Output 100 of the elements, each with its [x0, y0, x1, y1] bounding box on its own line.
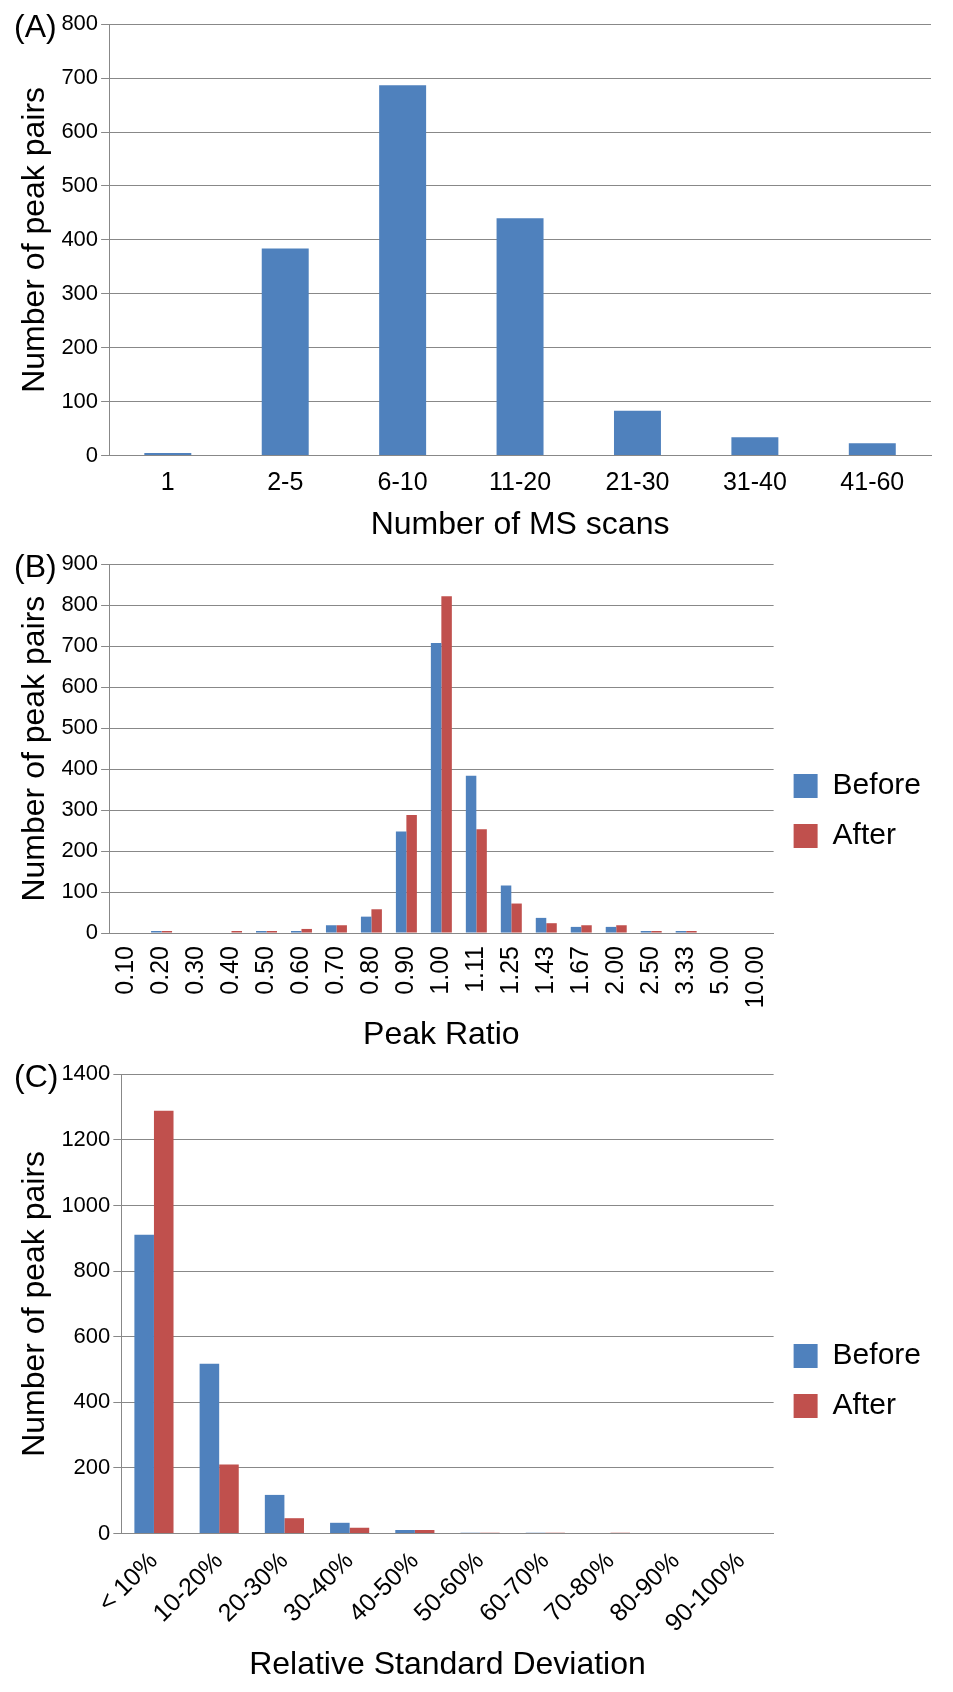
y-tick-label: 800	[61, 10, 99, 36]
bar	[414, 1530, 435, 1534]
y-tick-label: 0	[85, 441, 99, 467]
bar	[144, 452, 192, 456]
x-tick-label: 0.70	[320, 946, 349, 995]
x-tick-label: 1.43	[530, 946, 559, 995]
y-tick-label: 800	[61, 591, 99, 617]
bar	[301, 928, 312, 933]
bar	[496, 218, 544, 456]
bar	[430, 642, 442, 933]
x-tick-label: 5.00	[705, 946, 734, 995]
x-tick-label: 31-40	[722, 467, 787, 496]
bar	[199, 1363, 220, 1534]
y-tick-label: 600	[61, 673, 99, 699]
y-tick-label: 300	[61, 279, 99, 305]
y-tick-label: 400	[61, 225, 99, 251]
bar	[848, 443, 896, 456]
x-tick-label: 2.50	[635, 946, 664, 995]
y-tick-label: 0	[98, 1519, 111, 1545]
x-tick-label: 11-20	[489, 467, 552, 496]
x-tick-label: 10.00	[740, 946, 769, 1009]
bar	[219, 1464, 239, 1534]
bar	[511, 903, 522, 933]
x-tick-label: 2.00	[600, 946, 629, 995]
y-tick-label: 200	[61, 333, 99, 359]
x-tick-label: 0.80	[355, 946, 384, 995]
y-tick-label: 1400	[61, 1060, 111, 1086]
bar	[284, 1518, 304, 1534]
bar	[371, 909, 382, 933]
x-tick-label: 2-5	[267, 467, 304, 496]
x-tick-label: 6-10	[377, 467, 428, 496]
bar	[605, 926, 617, 933]
x-tick-label: 41-60	[840, 467, 905, 496]
x-axis-title: Relative Standard Deviation	[249, 1644, 646, 1681]
bar	[476, 829, 487, 933]
x-tick-label: 0.50	[250, 946, 279, 995]
x-tick-label: 21-30	[605, 467, 670, 496]
y-axis-title: Number of peak pairs	[15, 1150, 52, 1457]
bar	[441, 596, 452, 933]
bar	[330, 1522, 350, 1534]
bar	[336, 925, 347, 933]
y-tick-label: 500	[61, 714, 99, 740]
y-tick-label: 1200	[61, 1125, 111, 1151]
bar	[613, 410, 661, 456]
bar	[465, 775, 477, 933]
bar	[325, 925, 337, 933]
bar	[264, 1494, 285, 1534]
legend-label: Before	[832, 767, 921, 801]
bar	[349, 1527, 370, 1534]
x-tick-label: 1.25	[495, 946, 524, 995]
text: (C)	[14, 1057, 59, 1094]
y-tick-label: 200	[73, 1454, 111, 1480]
y-tick-label: 1000	[61, 1191, 111, 1217]
bar	[360, 916, 372, 933]
legend-label: After	[832, 817, 896, 851]
bar	[570, 926, 582, 933]
x-tick-label: 1.00	[425, 946, 454, 995]
x-axis-title: Peak Ratio	[363, 1014, 520, 1051]
x-axis-title: Number of MS scans	[370, 504, 670, 541]
bar	[535, 917, 547, 933]
y-tick-label: 800	[73, 1257, 111, 1283]
bar	[134, 1234, 154, 1534]
text: (A)	[14, 7, 57, 44]
y-axis-title: Number of peak pairs	[15, 595, 52, 902]
y-tick-label: 100	[61, 387, 99, 413]
x-tick-label: 0.60	[285, 946, 314, 995]
y-tick-label: 400	[61, 755, 99, 781]
y-tick-label: 700	[61, 632, 99, 658]
bar	[731, 437, 779, 456]
y-tick-label: 900	[61, 550, 99, 576]
x-tick-label: 3.33	[670, 946, 699, 995]
x-tick-label: 0.30	[180, 946, 209, 995]
y-tick-label: 500	[61, 172, 99, 198]
y-axis-title: Number of peak pairs	[15, 86, 52, 393]
y-tick-label: 300	[61, 796, 99, 822]
bar	[581, 925, 592, 933]
bar	[261, 248, 309, 456]
y-tick-label: 0	[85, 919, 99, 945]
bar	[395, 831, 407, 933]
y-tick-label: 600	[73, 1322, 111, 1348]
x-tick-label: 1.11	[460, 946, 489, 993]
x-tick-label: 0.90	[390, 946, 419, 995]
bar	[406, 815, 417, 933]
legend-label: Before	[832, 1337, 921, 1371]
bar	[395, 1530, 415, 1534]
y-tick-label: 100	[61, 878, 99, 904]
x-tick-label: 0.20	[145, 946, 174, 995]
legend-label: After	[832, 1387, 896, 1421]
x-tick-label: 1.67	[565, 946, 594, 995]
y-tick-label: 400	[73, 1388, 111, 1414]
bar	[616, 925, 627, 933]
x-tick-label: 0.40	[215, 946, 244, 995]
y-tick-label: 600	[61, 118, 99, 144]
bar	[153, 1110, 174, 1534]
bar	[500, 885, 512, 933]
y-tick-label: 200	[61, 837, 99, 863]
x-tick-label: 1	[160, 467, 175, 496]
bar	[379, 85, 427, 456]
text: (B)	[14, 547, 57, 584]
bar	[546, 923, 557, 933]
